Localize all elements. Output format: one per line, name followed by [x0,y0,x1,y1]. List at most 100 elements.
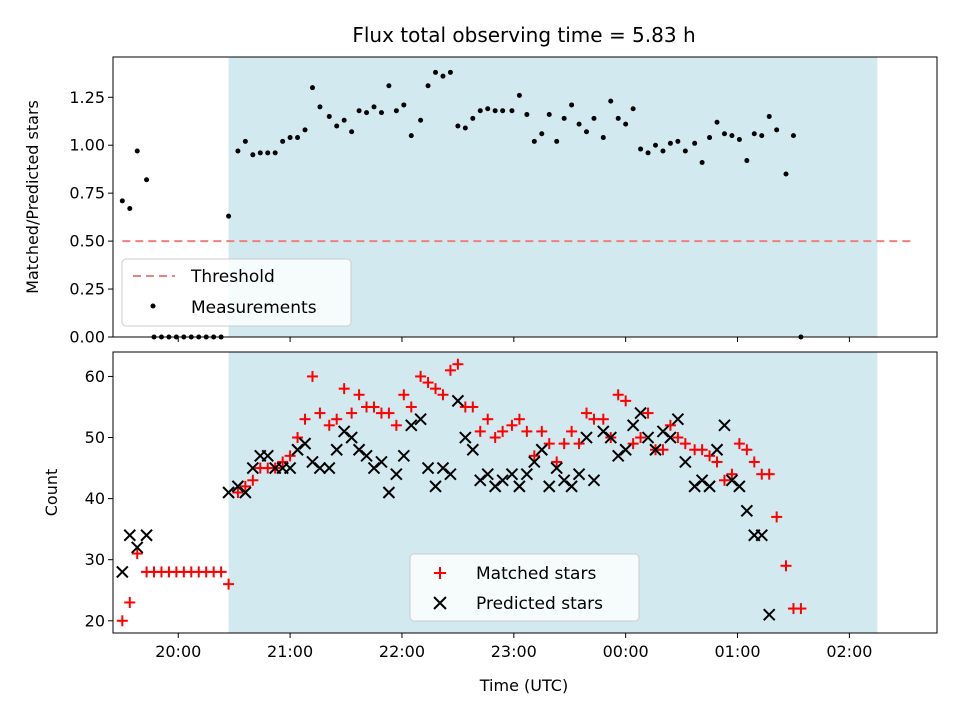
top-y-axis-label: Matched/Predicted stars [23,100,42,294]
measurement-point [600,135,606,141]
measurement-point [516,92,522,98]
matched-star-point [482,413,494,425]
measurement-point [576,121,582,127]
matched-star-point [398,389,410,401]
matched-star-point [620,395,632,407]
matched-star-point [506,419,518,431]
matched-star-point [116,615,128,627]
predicted-star-point [298,437,312,450]
top-panel: 0.00 0.25 0.50 0.75 1.00 1.25 Matched/Predict… [23,56,938,347]
measurement-point [265,150,271,156]
measurement-point [433,69,439,75]
measurement-point [546,112,552,118]
matched-star-point [277,456,289,468]
measurement-point [309,85,315,91]
predicted-star-point [375,455,388,469]
predicted-star-point [397,449,411,463]
matched-star-point [718,474,730,486]
measurement-point [250,152,256,158]
predicted-star-point [641,431,655,444]
matched-star-point [383,407,395,419]
measurement-point [744,158,750,164]
top-y-axis-ticks: 0.00 0.25 0.50 0.75 1.00 1.25 [69,88,113,347]
measurement-point [341,117,347,123]
measurement-point [425,83,431,89]
top-ytick-label: 0.00 [69,328,105,347]
matched-star-point [657,444,669,456]
matched-star-point [711,456,723,468]
predicted-star-point [587,474,601,487]
predicted-star-point [664,431,677,444]
top-ytick-label: 0.50 [69,232,105,251]
matched-star-point [566,425,578,437]
measurement-point [751,131,757,137]
matched-star-point [528,450,540,462]
predicted-star-point [535,443,548,456]
predicted-legend-label: Predicted stars [476,594,603,614]
measurement-point [652,142,658,148]
count-points [116,358,807,627]
matched-star-point [405,401,417,413]
measurement-point [386,83,392,89]
matched-star-point [306,370,318,382]
matched-star-point [314,407,326,419]
predicted-star-point [763,608,776,621]
measurement-point [408,133,414,139]
measurement-point [707,135,713,141]
measurement-points [119,69,804,340]
predicted-star-point [140,529,153,542]
matched-star-point [558,438,570,450]
predicted-star-point [718,419,731,432]
predicted-legend-swatch [433,596,447,610]
measurement-point [272,150,278,156]
bottom-ytick-label: 60 [85,367,105,386]
top-ytick-label: 0.25 [69,280,105,299]
top-ytick-label: 1.00 [69,136,105,155]
predicted-star-point [390,467,403,481]
matched-star-point [331,413,343,425]
matched-star-point [672,432,684,444]
predicted-star-point [116,565,129,579]
matched-star-point [124,596,136,608]
bottom-ytick-label: 30 [85,550,105,569]
measurement-point [615,115,621,121]
measurement-point [531,138,537,144]
predicted-star-point [323,461,336,475]
matched-star-point [338,383,350,395]
predicted-star-point [222,486,235,499]
matched-star-point [444,364,456,376]
measurement-point [242,138,248,144]
matched-star-point [247,474,259,486]
predicted-star-point [239,486,252,499]
predicted-star-point [513,480,526,493]
matched-star-point [612,389,624,401]
bottom-ytick-label: 50 [85,428,105,447]
x-axis-label: Time (UTC) [479,676,568,695]
matched-star-point [368,401,380,413]
matched-star-point [292,432,304,444]
matched-star-point [780,560,792,572]
measurement-point [509,108,515,114]
top-legend: Threshold Measurements [121,258,352,327]
measurement-point [226,213,232,219]
predicted-star-point [414,412,427,426]
measurement-point [660,148,666,154]
predicted-star-point [313,461,327,475]
measurement-point [371,104,377,110]
predicted-star-point [740,504,754,518]
matched-star-point [390,419,402,431]
predicted-star-point [733,480,746,493]
predicted-star-point [330,443,343,456]
measurement-point [364,110,370,116]
bottom-x-axis-ticks: 20:00 21:00 22:00 23:00 00:00 01:00 02:00 [155,633,872,661]
measurement-point [440,73,446,79]
predicted-star-point [572,467,586,481]
predicted-star-point [481,467,494,481]
matched-star-point [635,432,647,444]
measurement-point [326,113,332,119]
top-x-axis-ticks [177,337,850,342]
measurement-point [470,115,476,121]
measurement-point [119,198,125,204]
measurement-point [608,98,614,104]
top-plot-frame [112,56,938,338]
